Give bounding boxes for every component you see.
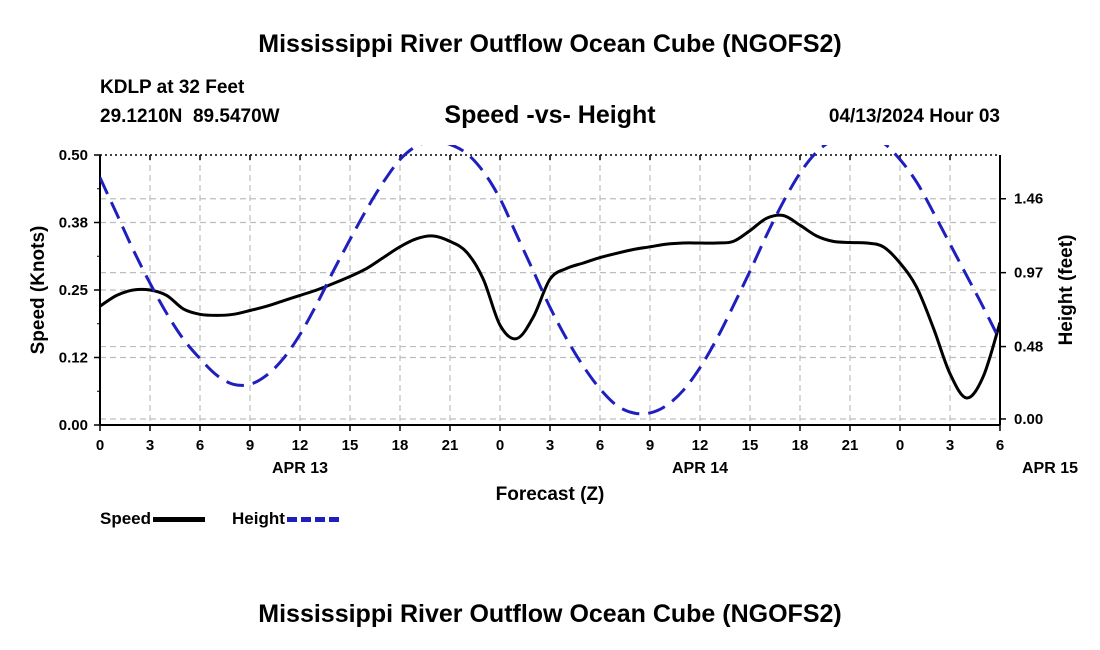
x-tick-label: 9 <box>646 437 654 454</box>
y-tick-label-left: 0.38 <box>59 215 88 232</box>
height-series-line <box>100 145 1000 416</box>
x-tick-label: 0 <box>96 437 104 454</box>
x-tick-label: 6 <box>196 437 204 454</box>
x-tick-label: 12 <box>692 437 709 454</box>
speed-series-line <box>100 213 1000 400</box>
chart-title: Mississippi River Outflow Ocean Cube (NG… <box>258 30 842 58</box>
y-tick-label-right: 0.97 <box>1014 265 1043 282</box>
legend-speed: Speed <box>100 509 206 529</box>
y-tick-label-right: 0.00 <box>1014 411 1043 428</box>
x-tick-label: 18 <box>792 437 809 454</box>
y-tick-label-left: 0.50 <box>59 147 88 164</box>
legend-height: Height <box>232 509 339 529</box>
x-tick-label: 0 <box>896 437 904 454</box>
station-coordinates: 29.1210N 89.5470W <box>100 106 280 128</box>
legend-height-swatch <box>286 517 339 523</box>
x-axis-title: Forecast (Z) <box>496 484 605 505</box>
date-label: APR 14 <box>672 460 728 477</box>
y-tick-label-left: 0.00 <box>59 417 88 434</box>
longitude: 89.5470W <box>192 106 280 127</box>
footer-title: Mississippi River Outflow Ocean Cube (NG… <box>258 600 842 628</box>
forecast-datetime: 04/13/2024 Hour 03 <box>828 106 1000 127</box>
y-tick-label-left: 0.25 <box>59 282 88 299</box>
y-tick-label-right: 0.48 <box>1014 339 1043 356</box>
y-tick-label-left: 0.12 <box>59 350 88 367</box>
x-tick-label: 15 <box>342 437 359 454</box>
x-tick-label: 3 <box>546 437 554 454</box>
x-tick-label: 21 <box>442 437 459 454</box>
x-tick-label: 0 <box>496 437 504 454</box>
x-tick-label: 3 <box>146 437 154 454</box>
legend-speed-swatch <box>153 517 206 523</box>
x-tick-label: 12 <box>292 437 309 454</box>
x-tick-label: 9 <box>246 437 254 454</box>
latitude: 29.1210N <box>100 106 183 127</box>
x-tick-label: 21 <box>842 437 859 454</box>
date-label: APR 15 <box>1022 460 1078 477</box>
y-tick-label-right: 1.46 <box>1014 191 1043 208</box>
y-axis-title-left: Speed (Knots) <box>28 226 49 355</box>
chart-subtitle: Speed -vs- Height <box>444 101 656 129</box>
date-label: APR 13 <box>272 460 328 477</box>
station-label: KDLP at 32 Feet <box>100 77 245 98</box>
x-tick-label: 6 <box>596 437 604 454</box>
x-tick-label: 6 <box>996 437 1004 454</box>
x-tick-label: 15 <box>742 437 759 454</box>
legend-speed-label: Speed <box>100 509 152 528</box>
legend-height-label: Height <box>232 509 285 528</box>
x-tick-label: 3 <box>946 437 954 454</box>
y-axis-title-right: Height (feet) <box>1056 235 1077 346</box>
x-tick-label: 18 <box>392 437 409 454</box>
